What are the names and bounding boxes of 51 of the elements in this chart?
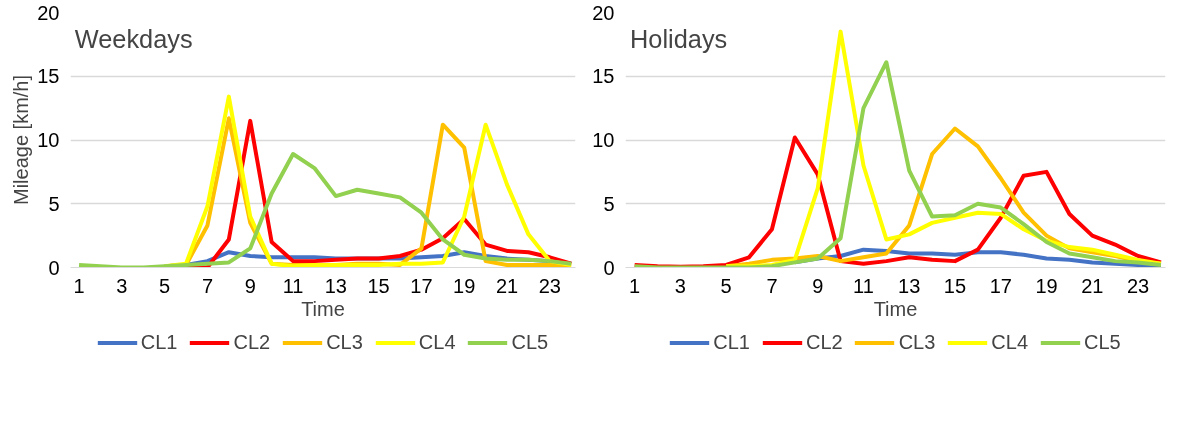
x-axis-title: Time bbox=[873, 297, 918, 320]
x-tick-label: 15 bbox=[943, 274, 967, 297]
x-tick-label: 13 bbox=[324, 274, 347, 297]
x-tick-label: 17 bbox=[410, 274, 433, 297]
x-axis-title: Time bbox=[301, 297, 345, 320]
y-tick-label: 5 bbox=[603, 192, 615, 215]
legend-label: CL4 bbox=[991, 330, 1029, 354]
y-tick-label: 0 bbox=[603, 256, 615, 279]
legend-label: CL1 bbox=[713, 330, 750, 354]
x-tick-label: 11 bbox=[853, 274, 874, 297]
x-tick-label: 1 bbox=[629, 274, 641, 297]
legend-label: CL5 bbox=[1084, 330, 1121, 354]
legend-label: CL4 bbox=[418, 330, 456, 354]
x-tick-label: 3 bbox=[674, 274, 686, 297]
x-tick-label: 23 bbox=[538, 274, 561, 297]
line-series bbox=[632, 60, 1163, 268]
x-tick-label: 19 bbox=[1035, 274, 1058, 297]
y-tick-label: 20 bbox=[37, 1, 60, 24]
y-tick-label: 15 bbox=[37, 65, 60, 88]
x-tick-label: 11 bbox=[282, 274, 304, 297]
x-tick-label: 7 bbox=[201, 274, 214, 297]
x-tick-label: 7 bbox=[766, 274, 778, 297]
x-tick-label: 19 bbox=[453, 274, 476, 297]
x-tick-label: 9 bbox=[812, 274, 824, 297]
y-tick-label: 15 bbox=[592, 65, 615, 88]
y-tick-label: 20 bbox=[592, 1, 615, 24]
x-tick-label: 21 bbox=[495, 274, 519, 297]
line-series bbox=[77, 152, 574, 268]
x-tick-label: 17 bbox=[989, 274, 1012, 297]
y-tick-label: 5 bbox=[48, 192, 60, 215]
legend-label: CL1 bbox=[140, 330, 178, 354]
x-tick-label: 3 bbox=[116, 274, 128, 297]
legend-label: CL5 bbox=[511, 330, 549, 354]
x-tick-label: 5 bbox=[159, 274, 171, 297]
x-tick-label: 9 bbox=[244, 274, 256, 297]
legend-label: CL3 bbox=[898, 330, 936, 354]
x-tick-label: 13 bbox=[898, 274, 921, 297]
x-tick-label: 23 bbox=[1126, 274, 1150, 297]
text: Holidays bbox=[630, 25, 728, 54]
y-tick-label: 10 bbox=[37, 129, 60, 151]
text: Weekdays bbox=[74, 25, 193, 54]
legend-label: CL2 bbox=[805, 330, 843, 354]
legend-label: CL3 bbox=[326, 330, 363, 354]
x-tick-label: 21 bbox=[1081, 274, 1104, 297]
y-tick-label: 0 bbox=[48, 256, 60, 279]
x-tick-label: 5 bbox=[720, 274, 732, 297]
y-axis-title: Mileage [km/h] bbox=[10, 74, 33, 206]
legend-label: CL2 bbox=[233, 330, 271, 354]
x-tick-label: 15 bbox=[367, 274, 390, 297]
y-tick-label: 10 bbox=[592, 129, 615, 151]
x-tick-label: 1 bbox=[73, 274, 85, 297]
